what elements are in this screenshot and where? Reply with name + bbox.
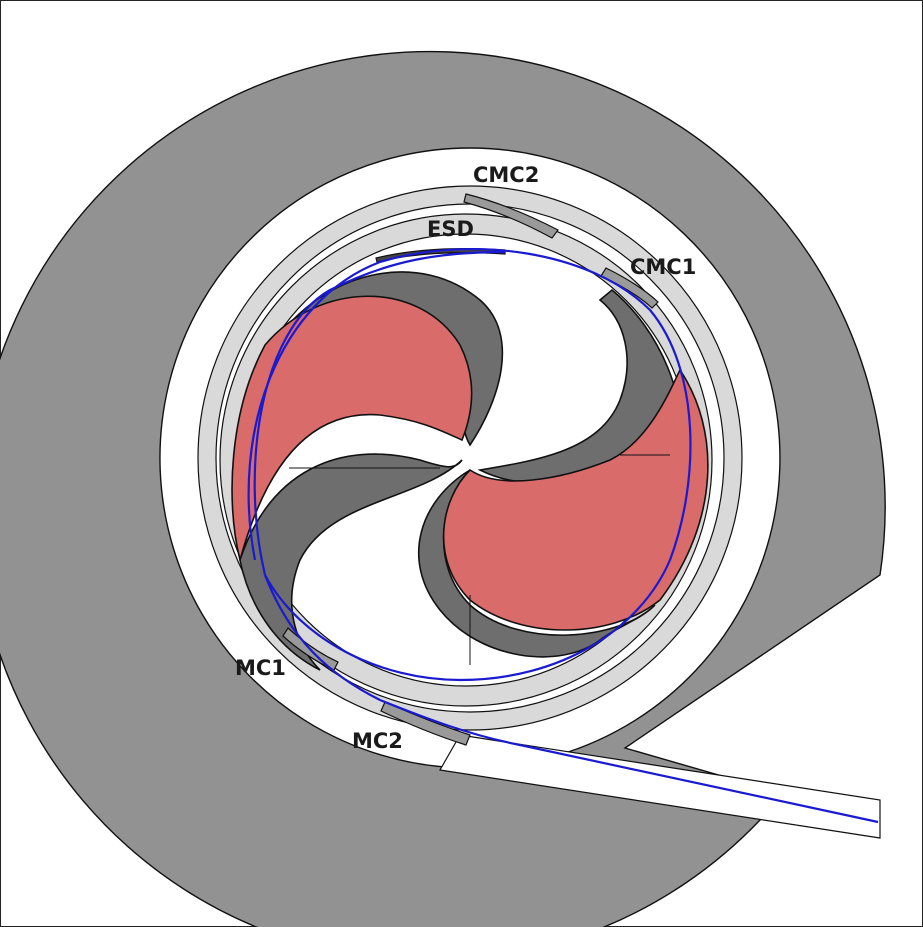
- sector-lower-left-dark: [239, 453, 463, 671]
- sector-division-lines: [289, 454, 670, 665]
- label-esd: ESD: [427, 217, 474, 241]
- extraction-channel: [439, 734, 881, 839]
- label-mc2: MC2: [352, 729, 403, 753]
- label-mc1: MC1: [235, 656, 286, 680]
- beam-extraction-path: [263, 574, 879, 824]
- sector-upper-left-pink: [231, 295, 473, 564]
- beam-trajectory: [247, 248, 692, 682]
- cmc2-channel: [463, 193, 559, 239]
- label-cmc2: CMC2: [473, 163, 539, 187]
- sector-lower-right-pink: [442, 368, 709, 631]
- magnet-sectors: [231, 271, 709, 671]
- label-cmc1: CMC1: [630, 255, 696, 279]
- beam-trajectory-outer-turn: [253, 250, 506, 576]
- sector-lower-right-dark: [417, 469, 656, 658]
